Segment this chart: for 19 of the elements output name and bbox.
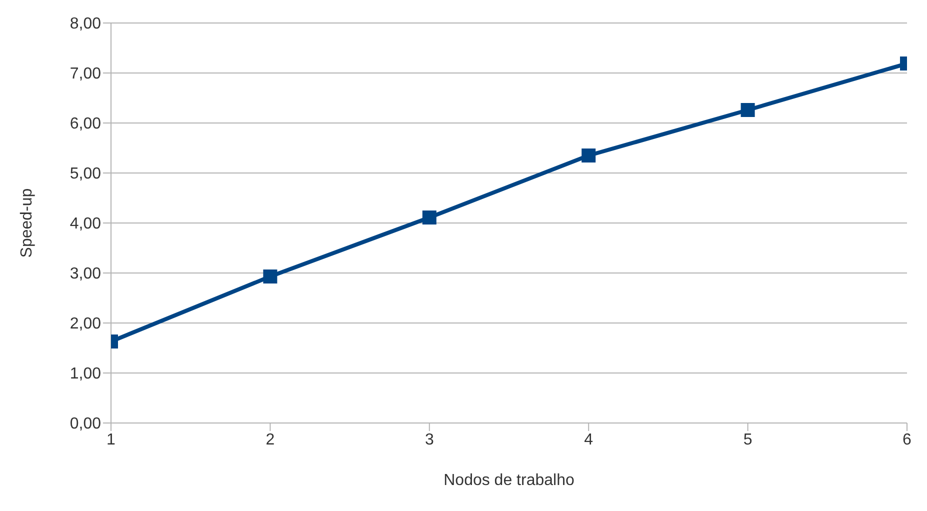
x-tick-label: 2 <box>266 431 275 448</box>
y-tick-label: 3,00 <box>70 266 102 283</box>
y-tick-label: 1,00 <box>70 366 102 383</box>
y-tick-label: 8,00 <box>70 16 102 33</box>
x-axis-title: Nodos de trabalho <box>444 472 574 489</box>
y-axis-title: Speed-up <box>18 188 36 258</box>
x-tick-label: 6 <box>902 431 912 448</box>
x-tick-label: 5 <box>743 431 752 448</box>
point <box>582 148 596 162</box>
x-tick-label: 4 <box>584 431 594 448</box>
x-tick-label: 3 <box>424 431 434 448</box>
y-tick-label: 5,00 <box>70 166 102 183</box>
y-tick-label: 0,00 <box>70 416 102 433</box>
y-tick-label: 2,00 <box>70 316 102 333</box>
y-tick-label: 7,00 <box>70 66 102 83</box>
point <box>422 210 436 224</box>
y-tick-label: 4,00 <box>70 216 102 233</box>
x-tick-label: 1 <box>106 431 116 448</box>
y-tick-label: 6,00 <box>70 116 102 133</box>
